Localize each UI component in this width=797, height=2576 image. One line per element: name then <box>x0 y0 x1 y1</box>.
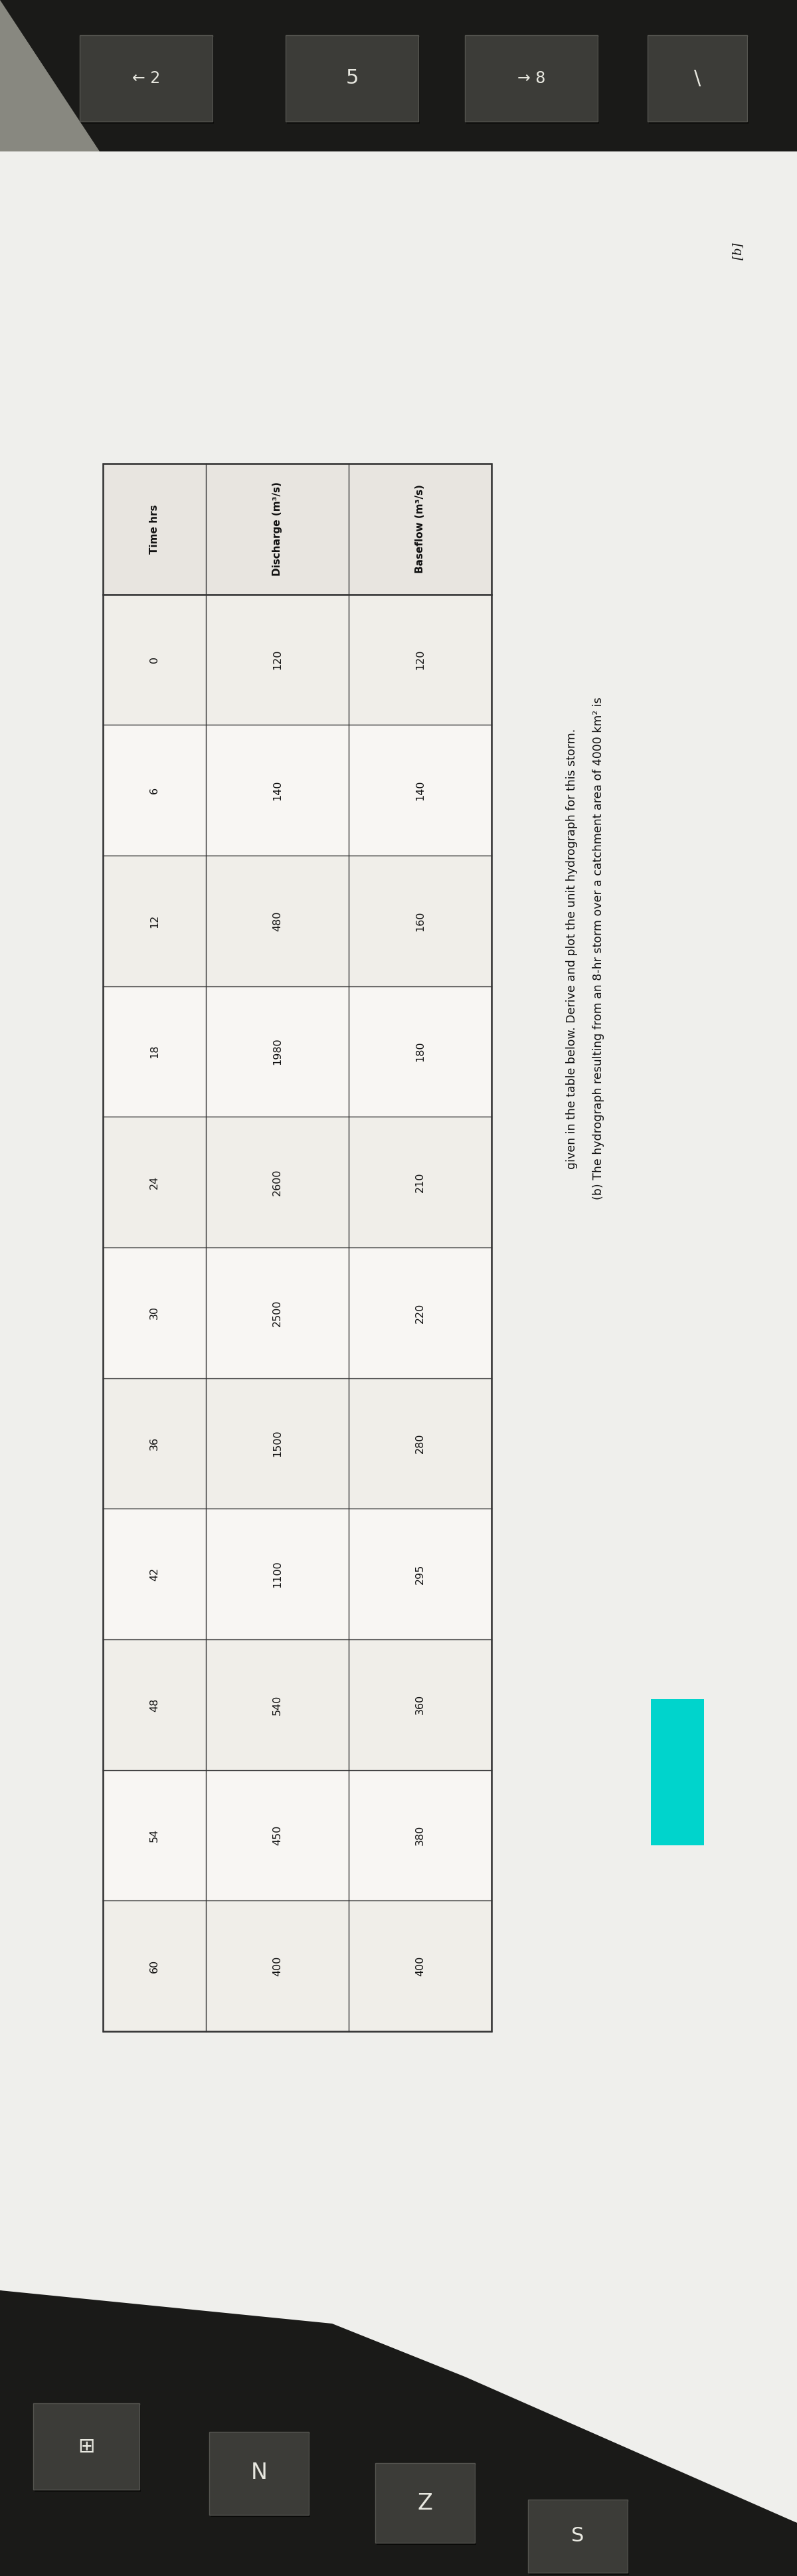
Text: 400: 400 <box>273 1955 282 1976</box>
Text: 400: 400 <box>415 1955 425 1976</box>
Polygon shape <box>375 2463 475 2543</box>
Polygon shape <box>0 152 797 2522</box>
Polygon shape <box>103 724 492 855</box>
Text: 5: 5 <box>346 70 359 88</box>
Text: 36: 36 <box>150 1437 159 1450</box>
Polygon shape <box>0 0 100 152</box>
Polygon shape <box>103 987 492 1118</box>
Polygon shape <box>0 2290 797 2576</box>
Text: (b) The hydrograph resulting from an 8-hr storm over a catchment area of 4000 km: (b) The hydrograph resulting from an 8-h… <box>592 698 604 1200</box>
Text: given in the table below. Derive and plot the unit hydrograph for this storm.: given in the table below. Derive and plo… <box>566 729 578 1170</box>
Text: 54: 54 <box>150 1829 159 1842</box>
Polygon shape <box>649 36 748 124</box>
Text: 60: 60 <box>150 1960 159 1973</box>
Text: 1100: 1100 <box>273 1561 282 1587</box>
Text: 0: 0 <box>150 657 159 662</box>
Polygon shape <box>285 36 418 121</box>
Text: 30: 30 <box>150 1306 159 1319</box>
Text: 1980: 1980 <box>273 1038 282 1064</box>
Text: 2500: 2500 <box>273 1298 282 1327</box>
Text: 6: 6 <box>150 786 159 793</box>
Polygon shape <box>647 36 748 121</box>
Text: Z: Z <box>418 2491 433 2514</box>
Polygon shape <box>210 2434 310 2517</box>
Text: 180: 180 <box>415 1041 425 1061</box>
Text: 360: 360 <box>415 1695 425 1716</box>
Polygon shape <box>103 855 492 987</box>
Text: N: N <box>251 2463 267 2483</box>
Text: 220: 220 <box>415 1303 425 1324</box>
Text: S: S <box>571 2527 584 2545</box>
Text: 42: 42 <box>150 1566 159 1582</box>
Text: 18: 18 <box>150 1046 159 1059</box>
Text: ← 2: ← 2 <box>132 70 160 88</box>
Polygon shape <box>103 1378 492 1510</box>
Polygon shape <box>651 1700 704 1844</box>
Text: 295: 295 <box>415 1564 425 1584</box>
Polygon shape <box>80 36 213 121</box>
Text: 160: 160 <box>415 912 425 930</box>
Polygon shape <box>103 464 492 595</box>
Text: [b]: [b] <box>732 242 744 260</box>
Text: Discharge (m³/s): Discharge (m³/s) <box>273 482 282 577</box>
Polygon shape <box>103 1770 492 1901</box>
Text: 48: 48 <box>150 1698 159 1710</box>
Polygon shape <box>466 36 599 124</box>
Polygon shape <box>103 464 492 2032</box>
Polygon shape <box>287 36 420 124</box>
Polygon shape <box>33 2403 139 2488</box>
Text: ⊞: ⊞ <box>78 2437 95 2455</box>
Text: 24: 24 <box>150 1175 159 1190</box>
Text: 120: 120 <box>273 649 282 670</box>
Text: 12: 12 <box>150 914 159 927</box>
Text: \: \ <box>694 70 701 88</box>
Polygon shape <box>465 36 598 121</box>
Polygon shape <box>529 2501 629 2573</box>
Text: Time hrs: Time hrs <box>150 505 159 554</box>
Text: 2600: 2600 <box>273 1170 282 1195</box>
Text: 210: 210 <box>415 1172 425 1193</box>
Polygon shape <box>209 2432 309 2514</box>
Polygon shape <box>103 1118 492 1247</box>
Polygon shape <box>103 1510 492 1638</box>
Polygon shape <box>0 0 797 152</box>
Polygon shape <box>81 36 214 124</box>
Polygon shape <box>103 1638 492 1770</box>
Text: 450: 450 <box>273 1826 282 1844</box>
Polygon shape <box>103 1247 492 1378</box>
Text: 120: 120 <box>415 649 425 670</box>
Text: 380: 380 <box>415 1826 425 1844</box>
Text: 280: 280 <box>415 1432 425 1453</box>
Polygon shape <box>528 2499 628 2573</box>
Text: → 8: → 8 <box>517 70 545 88</box>
Polygon shape <box>34 2406 141 2491</box>
Polygon shape <box>377 2465 477 2545</box>
Polygon shape <box>103 1901 492 2032</box>
Text: Baseflow (m³/s): Baseflow (m³/s) <box>415 484 425 574</box>
Polygon shape <box>103 595 492 724</box>
Text: 480: 480 <box>273 912 282 930</box>
Text: 140: 140 <box>273 781 282 801</box>
Text: 540: 540 <box>273 1695 282 1716</box>
Text: 140: 140 <box>415 781 425 801</box>
Text: 1500: 1500 <box>273 1430 282 1458</box>
